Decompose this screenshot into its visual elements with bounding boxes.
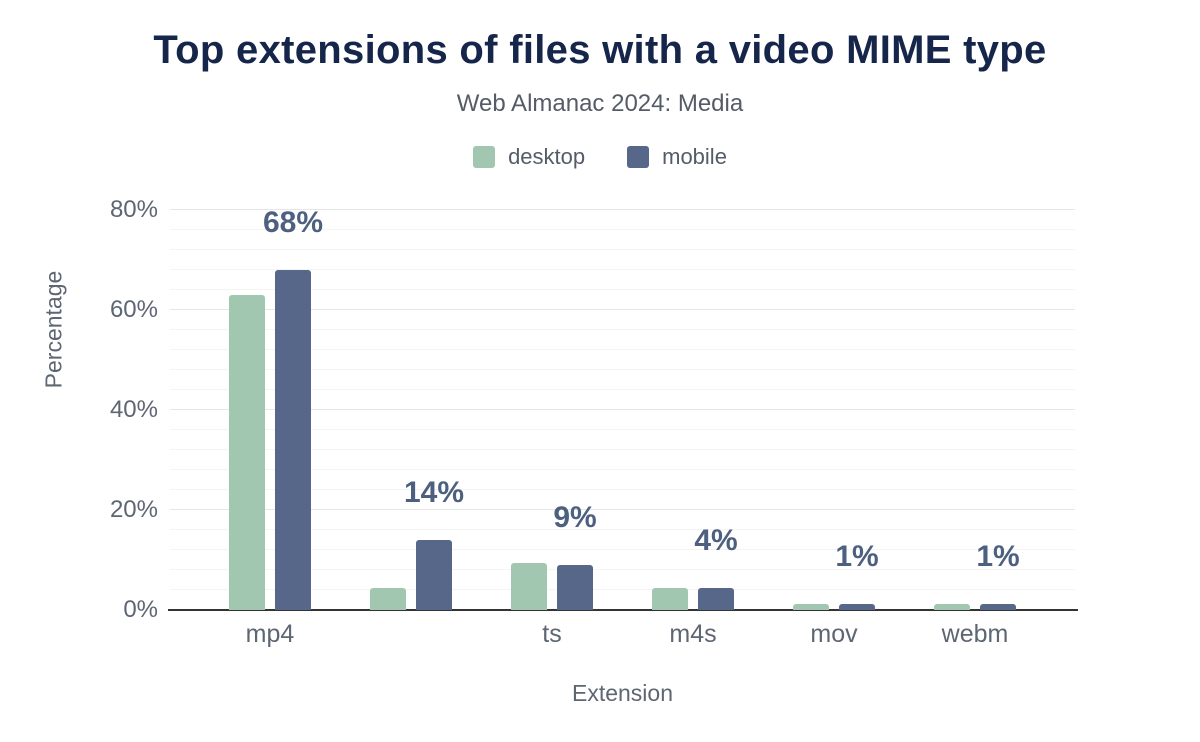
minor-gridline (170, 389, 1075, 390)
bar-value-label: 9% (553, 501, 597, 534)
minor-gridline (170, 589, 1075, 590)
minor-gridline (170, 249, 1075, 250)
x-tick-label: mp4 (245, 620, 295, 648)
bar-value-label: 1% (976, 540, 1020, 573)
y-axis-title: Percentage (40, 270, 67, 389)
bar-desktop-blank (370, 587, 406, 610)
minor-gridline (170, 569, 1075, 570)
bar-desktop-mov (793, 604, 829, 610)
bar-mobile-mov (839, 604, 875, 610)
chart-title: Top extensions of files with a video MIM… (153, 28, 1047, 72)
y-tick-label: 80% (109, 196, 158, 223)
bar-value-label: 68% (262, 206, 324, 239)
minor-gridline (170, 449, 1075, 450)
major-gridline (170, 409, 1075, 410)
minor-gridline (170, 549, 1075, 550)
minor-gridline (170, 329, 1075, 330)
minor-gridline (170, 469, 1075, 470)
x-tick-label: mov (810, 620, 858, 648)
chart-area: 0% 20% 40% 60% 80% 68% 14% 9% 4% 1% 1% mp4 ts m4s mo… (0, 190, 1200, 742)
x-axis-title: Extension (571, 680, 673, 706)
bar-mobile-blank (416, 540, 452, 610)
major-gridline (170, 209, 1075, 210)
mobile-swatch-icon (627, 146, 650, 168)
minor-gridline (170, 229, 1075, 230)
minor-gridline (170, 369, 1075, 370)
y-tick-label: 20% (109, 496, 158, 523)
minor-gridline (170, 529, 1075, 530)
minor-gridline (170, 349, 1075, 350)
desktop-swatch-icon (473, 146, 496, 168)
minor-gridline (170, 489, 1075, 490)
bar-value-label: 4% (694, 523, 738, 557)
legend-label-desktop: desktop (508, 144, 586, 169)
bar-desktop-mp4 (229, 295, 265, 610)
bar-mobile-ts (557, 565, 593, 610)
y-tick-label: 60% (109, 296, 158, 323)
major-gridline (170, 309, 1075, 310)
bar-desktop-m4s (652, 587, 688, 610)
x-axis-line (168, 609, 1078, 611)
bar-mobile-m4s (698, 587, 734, 610)
bar-desktop-webm (934, 604, 970, 610)
legend-item-desktop: desktop (473, 144, 585, 170)
plot-area: 68% 14% 9% 4% 1% 1% (168, 190, 1078, 611)
y-tick-label: 40% (109, 396, 158, 423)
chart-legend: desktop mobile (0, 144, 1200, 170)
legend-label-mobile: mobile (662, 144, 727, 169)
chart-subtitle: Web Almanac 2024: Media (456, 90, 744, 117)
bar-desktop-ts (511, 562, 547, 610)
bar-mobile-webm (980, 604, 1016, 610)
x-tick-label: webm (941, 620, 1009, 648)
minor-gridline (170, 289, 1075, 290)
y-tick-label: 0% (123, 596, 158, 623)
minor-gridline (170, 429, 1075, 430)
major-gridline (170, 509, 1075, 510)
minor-gridline (170, 269, 1075, 270)
x-tick-label: m4s (669, 620, 717, 648)
legend-item-mobile: mobile (627, 144, 727, 170)
bar-value-label: 14% (403, 476, 465, 509)
x-tick-label: ts (542, 620, 562, 648)
bar-mobile-mp4 (275, 270, 311, 610)
bar-value-label: 1% (835, 540, 879, 573)
